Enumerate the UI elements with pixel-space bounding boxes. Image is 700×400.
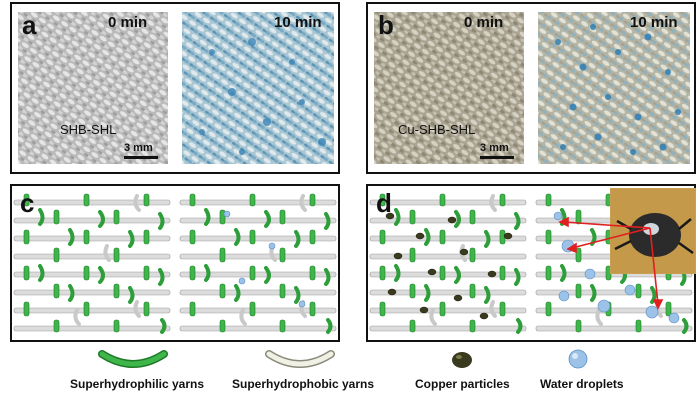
photo-cu-shb-shl-10min: [538, 12, 690, 164]
water-droplets: [553, 211, 680, 324]
time-label-10min: 10 min: [274, 14, 322, 31]
panel-label-d: d: [376, 188, 392, 218]
time-label-0min: 0 min: [464, 14, 504, 31]
schematic-cu-shb-shl: [368, 192, 694, 334]
panel-label-a: a: [22, 10, 37, 40]
legend-label-copper: Copper particles: [415, 377, 510, 391]
scale-label: 3 mm: [124, 142, 153, 154]
panel-d: d: [366, 184, 696, 342]
panel-c: c: [10, 184, 340, 342]
pointer-arrows: [558, 216, 664, 310]
schematic-shb-shl: [12, 192, 338, 334]
fabric-texture-wet: [182, 12, 334, 164]
legend-label-water: Water droplets: [540, 377, 624, 391]
panel-a: a 0 min 10 min SHB-SHL 3 mm: [10, 2, 340, 174]
sample-label: SHB-SHL: [60, 122, 117, 137]
sample-label: Cu-SHB-SHL: [398, 122, 476, 137]
time-label-10min: 10 min: [630, 14, 678, 31]
legend-label-superhydrophilic: Superhydrophilic yarns: [70, 377, 205, 391]
panel-b: b 0 min 10 min Cu-SHB-SHL 3 mm: [366, 2, 696, 174]
panel-label-c: c: [20, 188, 35, 218]
photo-cu-shb-shl-0min: [374, 12, 524, 164]
photo-shb-shl-0min: [18, 12, 168, 164]
scale-bar: [124, 156, 158, 159]
scale-bar: [480, 156, 514, 159]
legend-label-superhydrophobic: Superhydrophobic yarns: [232, 377, 375, 391]
copper-particles: [385, 212, 513, 320]
white-yarn-icon: [265, 350, 335, 368]
panel-label-b: b: [378, 10, 394, 40]
fabric-texture-wet: [538, 12, 690, 164]
time-label-0min: 0 min: [108, 14, 148, 31]
fabric-texture: [374, 12, 524, 164]
photo-shb-shl-10min: [182, 12, 334, 164]
scale-label: 3 mm: [480, 142, 509, 154]
copper-particle-icon: [452, 352, 472, 368]
green-yarn-icon: [98, 350, 168, 368]
fabric-texture: [18, 12, 168, 164]
water-droplet-icon: [568, 349, 588, 369]
